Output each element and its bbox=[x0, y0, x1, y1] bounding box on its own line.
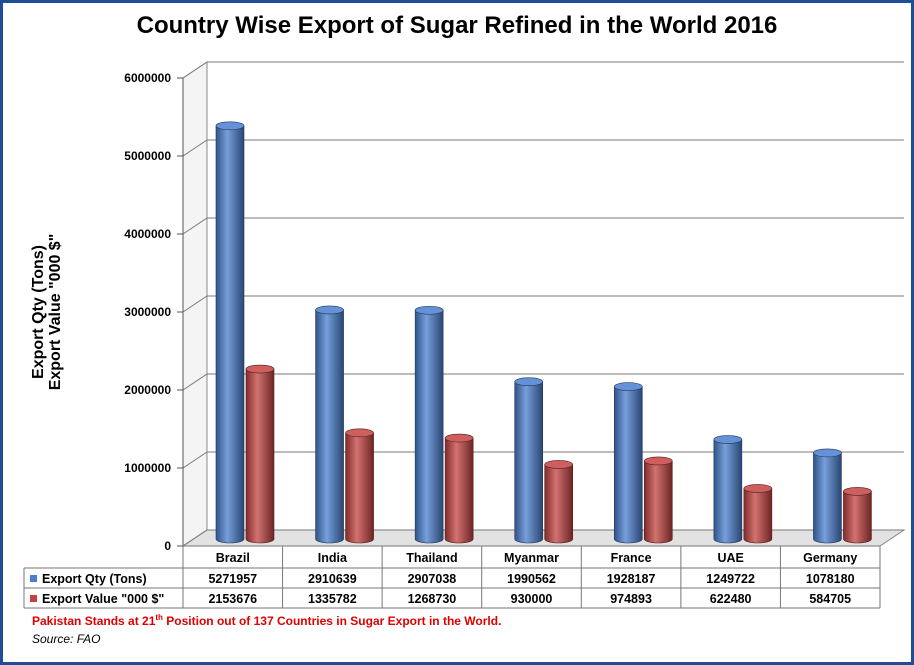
bar-body bbox=[215, 125, 245, 544]
x-category-label: India bbox=[318, 551, 348, 565]
bar-top bbox=[643, 456, 673, 466]
bar-top bbox=[414, 305, 444, 315]
footnote: Pakistan Stands at 21th Position out of … bbox=[32, 613, 501, 628]
data-table-value: 5271957 bbox=[208, 572, 257, 586]
bar-top bbox=[245, 364, 275, 374]
footnote-superscript: th bbox=[155, 613, 163, 622]
data-table-value: 1249722 bbox=[706, 572, 755, 586]
data-table-value: 2907038 bbox=[408, 572, 457, 586]
bar-body bbox=[613, 386, 643, 544]
y-tick-label: 5000000 bbox=[124, 149, 171, 163]
data-table-value: 974893 bbox=[610, 592, 652, 606]
x-category-label: France bbox=[611, 551, 652, 565]
gridline bbox=[182, 61, 904, 79]
y-tick-label: 2000000 bbox=[124, 383, 171, 397]
bar-top bbox=[444, 433, 474, 443]
bar-top bbox=[345, 428, 374, 438]
bar-body bbox=[643, 460, 673, 544]
bar-body bbox=[813, 452, 842, 544]
x-category-label: Brazil bbox=[216, 551, 250, 565]
bar-body bbox=[843, 491, 872, 544]
legend-key bbox=[30, 595, 37, 602]
source-note: Source: FAO bbox=[32, 632, 101, 646]
x-category-label: UAE bbox=[717, 551, 743, 565]
footnote-text-end: Position out of 137 Countries in Sugar E… bbox=[162, 614, 502, 628]
bar-body bbox=[444, 437, 474, 544]
x-category-label: Thailand bbox=[406, 551, 457, 565]
y-axis-label-line: Export Qty (Tons) bbox=[30, 245, 47, 379]
bar-body bbox=[544, 464, 574, 544]
chart-title: Country Wise Export of Sugar Refined in … bbox=[136, 12, 778, 39]
data-table-value: 1335782 bbox=[308, 592, 357, 606]
data-table-value: 584705 bbox=[809, 592, 851, 606]
bar-body bbox=[345, 432, 374, 544]
data-table-value: 930000 bbox=[511, 592, 553, 606]
bar-body bbox=[743, 488, 773, 544]
data-table-value: 2910639 bbox=[308, 572, 357, 586]
legend-label: Export Qty (Tons) bbox=[42, 572, 147, 586]
y-tick-label: 1000000 bbox=[124, 461, 171, 475]
floor bbox=[181, 529, 906, 547]
y-tick-label: 3000000 bbox=[124, 305, 171, 319]
bar-body bbox=[414, 309, 444, 544]
gridline bbox=[182, 295, 904, 313]
y-axis-label-line: Export Value "000 $" bbox=[47, 234, 64, 391]
data-table-value: 622480 bbox=[710, 592, 752, 606]
bar-top bbox=[743, 484, 773, 493]
bar-top bbox=[315, 305, 344, 315]
bar-top bbox=[843, 487, 872, 496]
bar-top bbox=[215, 121, 245, 131]
gridline bbox=[182, 373, 904, 391]
footnote-text-start: Pakistan Stands at 21 bbox=[32, 614, 156, 628]
y-tick-label: 0 bbox=[164, 539, 171, 553]
data-table-value: 1268730 bbox=[408, 592, 457, 606]
bar-top bbox=[713, 435, 743, 444]
legend-label: Export Value "000 $" bbox=[42, 592, 164, 606]
bar-body bbox=[245, 368, 275, 544]
bar-top bbox=[514, 377, 544, 387]
bar-body bbox=[514, 381, 544, 544]
bar-top bbox=[544, 460, 574, 469]
legend-key bbox=[30, 575, 37, 582]
y-tick-label: 6000000 bbox=[124, 71, 171, 85]
bar-top bbox=[613, 382, 643, 391]
bar-body bbox=[713, 439, 743, 544]
data-table-value: 1990562 bbox=[507, 572, 556, 586]
data-table-value: 2153676 bbox=[208, 592, 257, 606]
x-category-label: Germany bbox=[803, 551, 857, 565]
gridline bbox=[182, 139, 904, 157]
gridline bbox=[182, 217, 904, 235]
x-category-label: Myanmar bbox=[504, 551, 559, 565]
bar-body bbox=[315, 309, 344, 544]
data-table-value: 1078180 bbox=[806, 572, 855, 586]
data-table-value: 1928187 bbox=[607, 572, 656, 586]
y-tick-label: 4000000 bbox=[124, 227, 171, 241]
gridline bbox=[182, 451, 904, 469]
bar-top bbox=[813, 448, 842, 458]
